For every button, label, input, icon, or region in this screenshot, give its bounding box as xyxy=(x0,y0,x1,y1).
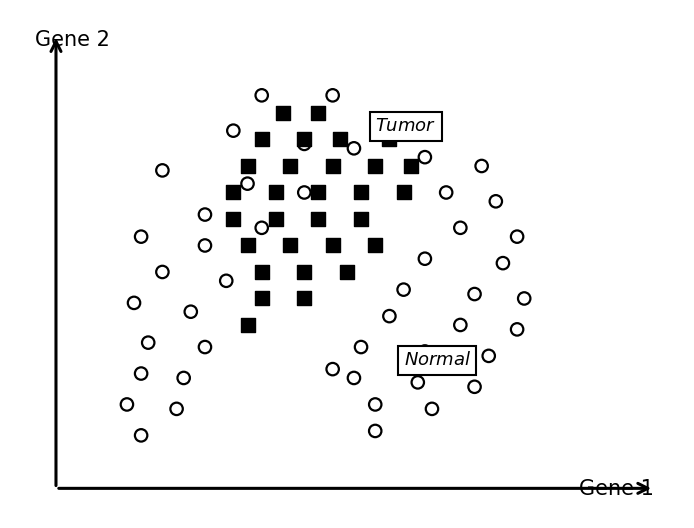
Point xyxy=(511,325,523,334)
Point xyxy=(419,254,430,263)
Point xyxy=(405,162,416,170)
Point xyxy=(135,232,146,241)
Point xyxy=(228,126,239,135)
Point xyxy=(398,188,409,197)
Point xyxy=(455,320,466,329)
Point xyxy=(271,215,282,223)
Point xyxy=(370,400,381,409)
Point xyxy=(278,109,289,117)
Point xyxy=(313,215,324,223)
Point xyxy=(121,400,133,409)
Point xyxy=(490,197,501,205)
Point xyxy=(426,404,437,413)
Point xyxy=(228,188,239,197)
Point xyxy=(384,122,395,130)
Point xyxy=(171,404,182,413)
Point xyxy=(228,215,239,223)
Point xyxy=(242,241,253,250)
Point xyxy=(384,135,395,144)
Point xyxy=(327,162,338,170)
Text: $\it{Normal}$: $\it{Normal}$ xyxy=(404,351,471,369)
Point xyxy=(185,307,196,316)
Point xyxy=(348,144,359,153)
Text: Gene 2: Gene 2 xyxy=(35,31,110,50)
Point xyxy=(370,162,381,170)
Point xyxy=(355,215,366,223)
Point xyxy=(135,369,146,378)
Point xyxy=(441,188,452,197)
Point xyxy=(327,91,338,100)
Point xyxy=(341,268,353,276)
Point xyxy=(256,91,267,100)
Text: $\it{Tumor}$: $\it{Tumor}$ xyxy=(375,117,437,135)
Point xyxy=(298,268,310,276)
Point xyxy=(469,383,480,391)
Point xyxy=(298,188,310,197)
Point xyxy=(157,166,168,175)
Point xyxy=(285,162,296,170)
Point xyxy=(242,162,253,170)
Point xyxy=(384,312,395,320)
Point xyxy=(483,352,494,360)
Point xyxy=(271,188,282,197)
Point xyxy=(199,343,210,351)
Point xyxy=(221,277,232,285)
Point xyxy=(327,241,338,250)
Point xyxy=(157,268,168,276)
Point xyxy=(298,294,310,303)
Point xyxy=(511,232,523,241)
Point xyxy=(298,135,310,144)
Point xyxy=(242,320,253,329)
Point xyxy=(135,431,146,440)
Point xyxy=(242,180,253,188)
Point xyxy=(313,188,324,197)
Point xyxy=(327,365,338,373)
Point xyxy=(518,294,530,303)
Point xyxy=(370,427,381,435)
Point xyxy=(348,374,359,382)
Point xyxy=(298,140,310,148)
Point xyxy=(256,135,267,144)
Point xyxy=(419,347,430,356)
Point xyxy=(256,268,267,276)
Point xyxy=(370,241,381,250)
Point xyxy=(199,241,210,250)
Point xyxy=(178,374,189,382)
Point xyxy=(412,378,423,386)
Point xyxy=(355,188,366,197)
Point xyxy=(355,343,366,351)
Text: Gene 1: Gene 1 xyxy=(579,479,654,499)
Point xyxy=(476,162,487,170)
Point xyxy=(455,223,466,232)
Point xyxy=(498,259,509,267)
Point xyxy=(469,290,480,298)
Point xyxy=(143,338,154,347)
Point xyxy=(256,294,267,303)
Point xyxy=(398,286,409,294)
Point xyxy=(313,109,324,117)
Point xyxy=(128,299,139,307)
Point xyxy=(256,223,267,232)
Point xyxy=(285,241,296,250)
Point xyxy=(199,210,210,219)
Point xyxy=(419,153,430,162)
Point xyxy=(335,135,346,144)
